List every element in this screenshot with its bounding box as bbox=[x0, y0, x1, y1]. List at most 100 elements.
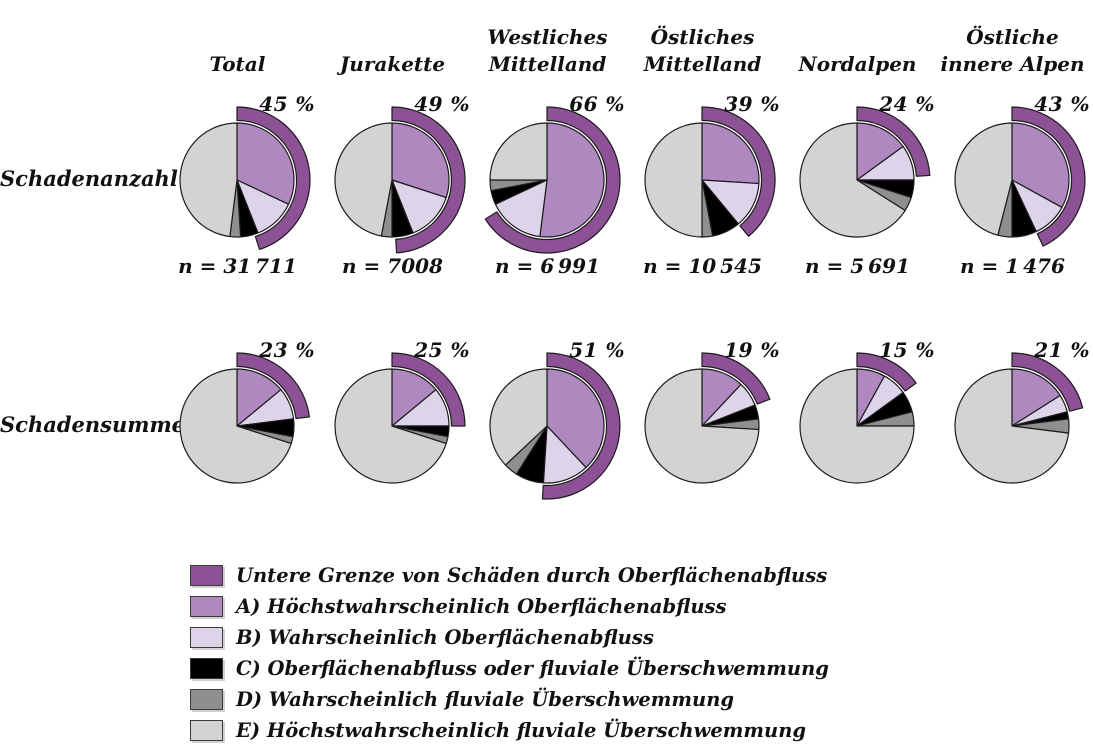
column-title: Jurakette bbox=[315, 51, 470, 78]
legend-label: C) Oberflächenabfluss oder fluviale Über… bbox=[236, 657, 829, 680]
row-label: Schadenanzahl bbox=[0, 166, 178, 191]
pie-slice-E bbox=[799, 122, 906, 238]
header-cell: Westliches Mittelland bbox=[470, 24, 625, 78]
arc-percentage-label: 24 % bbox=[879, 92, 935, 116]
outer-arc-untere-grenze bbox=[541, 352, 621, 500]
row-label-cell: Schadensumme bbox=[0, 324, 185, 508]
pie-chart bbox=[644, 352, 771, 484]
pie-schadenanzahl-ostliches-mittelland: 39 % n = 10 545 bbox=[625, 78, 780, 282]
pie-schadensumme-total: 23 % bbox=[160, 324, 315, 508]
sample-size-label: n = 1 476 bbox=[960, 254, 1065, 278]
legend-item-d: D) Wahrscheinlich fluviale Überschwemmun… bbox=[190, 688, 1093, 711]
legend-item-c: C) Oberflächenabfluss oder fluviale Über… bbox=[190, 657, 1093, 680]
pie-slice-A bbox=[391, 122, 450, 199]
header-cell: Jurakette bbox=[315, 51, 470, 78]
arc-percentage-label: 51 % bbox=[569, 338, 625, 362]
legend-item-a: A) Höchstwahrscheinlich Oberflächenabflu… bbox=[190, 595, 1093, 618]
outer-arc-untere-grenze bbox=[391, 106, 466, 254]
legend-swatch bbox=[190, 596, 223, 617]
pie-slice-A bbox=[856, 122, 904, 181]
column-title-line: Östliches bbox=[650, 25, 755, 49]
outer-arc-untere-grenze bbox=[484, 106, 621, 254]
outer-arc-untere-grenze bbox=[701, 106, 776, 237]
sample-size-label: n = 5 691 bbox=[805, 254, 910, 278]
pie-chart bbox=[644, 106, 776, 238]
outer-arc-untere-grenze bbox=[1011, 352, 1084, 412]
pie-chart bbox=[954, 106, 1086, 247]
legend-label: B) Wahrscheinlich Oberflächenabfluss bbox=[236, 626, 654, 649]
column-title-line: innere Alpen bbox=[940, 52, 1085, 76]
pie-slice-E bbox=[334, 122, 393, 237]
legend-label: E) Höchstwahrscheinlich fluviale Übersch… bbox=[236, 719, 807, 742]
legend-swatch bbox=[190, 689, 223, 710]
pie-slice-E bbox=[179, 122, 238, 238]
legend-swatch bbox=[190, 658, 223, 679]
legend-item-untere-grenze: Untere Grenze von Schäden durch Oberfläc… bbox=[190, 564, 1093, 587]
legend-swatch bbox=[190, 720, 223, 741]
pie-slice-E bbox=[334, 368, 447, 484]
pie-slice-A bbox=[1011, 368, 1061, 427]
pie-slice-E bbox=[489, 368, 548, 466]
sample-size-label: n = 7008 bbox=[342, 254, 443, 278]
row-schadenanzahl: Schadenanzahl 45 % n = 31 711 49 % n = 7008 6… bbox=[0, 78, 1093, 282]
legend-item-b: B) Wahrscheinlich Oberflächenabfluss bbox=[190, 626, 1093, 649]
column-title: Östliche innere Alpen bbox=[935, 24, 1090, 78]
legend-label: D) Wahrscheinlich fluviale Überschwemmun… bbox=[236, 688, 735, 711]
pie-slice-E bbox=[179, 368, 292, 484]
arc-percentage-label: 66 % bbox=[569, 92, 625, 116]
outer-arc-untere-grenze bbox=[856, 352, 917, 392]
pie-chart bbox=[484, 106, 621, 254]
arc-percentage-label: 49 % bbox=[414, 92, 470, 116]
pie-schadensumme-ostliche-innere-alpen: 21 % bbox=[935, 324, 1090, 508]
pie-chart bbox=[334, 352, 466, 484]
column-title: Nordalpen bbox=[780, 51, 935, 78]
pie-schadenanzahl-jurakette: 49 % n = 7008 bbox=[315, 78, 470, 282]
column-title-line: Westliches bbox=[487, 25, 608, 49]
sample-size-label: n = 31 711 bbox=[178, 254, 297, 278]
outer-arc-untere-grenze bbox=[236, 106, 311, 251]
pie-slice-E bbox=[799, 368, 915, 484]
pie-slice-A bbox=[1011, 122, 1070, 209]
outer-arc-untere-grenze bbox=[236, 352, 311, 420]
pie-schadenanzahl-total: 45 % n = 31 711 bbox=[160, 78, 315, 282]
pie-chart bbox=[799, 106, 931, 238]
row-schadensumme: Schadensumme 23 % 25 % 51 % 19 % 15 % 21 % bbox=[0, 324, 1093, 508]
sample-size-label: n = 10 545 bbox=[643, 254, 762, 278]
pie-chart bbox=[334, 106, 466, 254]
pie-slice-E bbox=[489, 122, 548, 181]
pie-chart bbox=[179, 352, 311, 484]
pie-schadensumme-jurakette: 25 % bbox=[315, 324, 470, 508]
column-title-line: Mittelland bbox=[488, 52, 607, 76]
arc-percentage-label: 39 % bbox=[724, 92, 780, 116]
pie-slice-E bbox=[644, 368, 760, 484]
pie-slice-E bbox=[954, 122, 1013, 236]
column-headers: Total Jurakette Westliches Mittelland Östlic… bbox=[0, 0, 1093, 78]
column-title-line: Östliche bbox=[966, 25, 1059, 49]
pie-slice-B bbox=[494, 179, 548, 238]
header-cell: Östliches Mittelland bbox=[625, 24, 780, 78]
column-title-line: Mittelland bbox=[643, 52, 762, 76]
legend-label: Untere Grenze von Schäden durch Oberfläc… bbox=[236, 564, 828, 587]
pie-slice-A bbox=[236, 122, 295, 205]
legend: Untere Grenze von Schäden durch Oberfläc… bbox=[190, 564, 1093, 742]
pie-schadensumme-ostliches-mittelland: 19 % bbox=[625, 324, 780, 508]
row-label-cell: Schadenanzahl bbox=[0, 78, 178, 282]
header-cell: Total bbox=[160, 51, 315, 78]
arc-percentage-label: 21 % bbox=[1034, 338, 1090, 362]
outer-arc-untere-grenze bbox=[701, 352, 771, 405]
column-title: Total bbox=[160, 51, 315, 78]
pie-slice-A bbox=[701, 122, 760, 185]
legend-item-e: E) Höchstwahrscheinlich fluviale Übersch… bbox=[190, 719, 1093, 742]
sample-size-label: n = 6 991 bbox=[495, 254, 600, 278]
outer-arc-untere-grenze bbox=[1011, 106, 1086, 247]
header-cell: Nordalpen bbox=[780, 51, 935, 78]
arc-percentage-label: 19 % bbox=[724, 338, 780, 362]
column-title-line: Nordalpen bbox=[798, 52, 917, 76]
pie-chart bbox=[799, 352, 917, 484]
column-title: Westliches Mittelland bbox=[470, 24, 625, 78]
pie-chart bbox=[179, 106, 311, 251]
arc-percentage-label: 45 % bbox=[259, 92, 315, 116]
outer-arc-untere-grenze bbox=[391, 352, 466, 427]
pie-slice-E bbox=[644, 122, 703, 238]
